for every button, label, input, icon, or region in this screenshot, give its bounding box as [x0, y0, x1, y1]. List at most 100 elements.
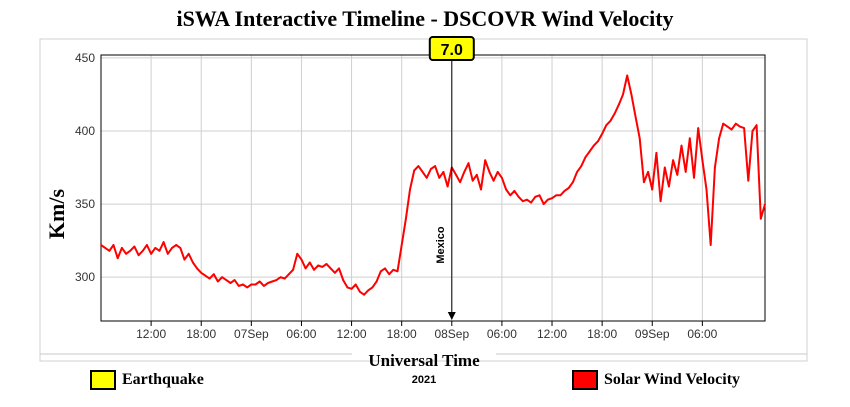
data-point — [501, 176, 503, 179]
data-point — [288, 273, 290, 276]
data-point — [755, 124, 758, 127]
data-point — [392, 268, 395, 271]
data-point — [350, 287, 353, 290]
data-point — [192, 261, 194, 264]
legend-label-earthquake: Earthquake — [122, 371, 204, 388]
data-point — [580, 165, 583, 168]
data-point — [567, 187, 570, 189]
data-point — [346, 286, 349, 289]
outer-panel — [39, 38, 808, 362]
data-point — [187, 252, 190, 255]
data-point — [283, 277, 286, 280]
data-point — [534, 195, 537, 198]
data-point — [112, 244, 115, 246]
data-point — [371, 286, 374, 289]
data-point — [171, 247, 173, 249]
x-tick-label: 18:00 — [387, 327, 417, 341]
x-tick-label: 12:00 — [537, 327, 567, 341]
data-point — [722, 122, 725, 125]
x-tick-label: 06:00 — [286, 327, 316, 341]
data-point — [229, 282, 232, 284]
data-point — [759, 217, 762, 220]
data-point — [121, 247, 123, 249]
data-point — [129, 249, 132, 252]
data-point — [739, 125, 741, 128]
data-point — [701, 159, 704, 162]
data-point — [334, 271, 336, 274]
data-point — [630, 93, 633, 96]
data-point — [643, 181, 645, 184]
data-point — [538, 194, 541, 197]
data-point — [258, 280, 261, 283]
data-point — [421, 171, 424, 173]
data-point — [480, 188, 482, 191]
data-point — [413, 169, 416, 172]
data-point — [530, 201, 532, 204]
data-point — [250, 283, 253, 286]
data-point — [492, 179, 495, 182]
y-tick-label: 350 — [75, 197, 95, 211]
x-axis-year: 2021 — [412, 374, 436, 386]
x-tick-label: 07Sep — [234, 327, 269, 341]
data-point — [254, 283, 257, 286]
data-point — [237, 285, 240, 287]
data-point — [292, 268, 294, 271]
axis-layer: 300 350 400 450 12:00 18:00 07Sep 06:00 12:00 18:… — [75, 51, 718, 341]
x-tick-label: 08Sep — [434, 327, 469, 341]
data-point — [634, 115, 637, 118]
data-point — [217, 280, 219, 283]
data-point — [183, 258, 186, 261]
grid-layer — [101, 55, 765, 321]
data-point — [225, 279, 228, 281]
data-point — [526, 198, 528, 201]
data-point — [613, 112, 616, 115]
data-point — [609, 119, 612, 122]
data-point — [601, 133, 603, 135]
data-point — [175, 244, 178, 246]
data-point — [400, 244, 403, 246]
data-point — [693, 176, 695, 179]
data-point — [271, 280, 274, 283]
data-point — [162, 241, 165, 244]
data-point — [455, 173, 457, 176]
data-point — [425, 176, 428, 179]
data-point — [471, 179, 474, 182]
data-point — [576, 171, 578, 173]
x-tick-label: 06:00 — [687, 327, 717, 341]
data-point — [442, 171, 445, 173]
data-point — [321, 266, 324, 268]
data-point — [354, 283, 357, 286]
legend-swatch-solar-wind — [572, 370, 598, 390]
earthquake-location-label: Mexico — [435, 226, 447, 264]
earthquake-magnitude: 7.0 — [441, 42, 463, 59]
x-tick-label: 18:00 — [587, 327, 617, 341]
data-point — [505, 188, 507, 191]
data-point — [158, 249, 161, 252]
data-point — [688, 137, 691, 140]
data-point — [233, 279, 236, 281]
data-point — [459, 181, 461, 184]
x-tick-label: 06:00 — [487, 327, 517, 341]
data-point — [196, 267, 199, 270]
data-point — [338, 267, 340, 270]
y-tick-label: 450 — [75, 51, 95, 65]
data-point — [680, 144, 683, 147]
data-point — [488, 171, 491, 173]
data-point — [434, 165, 436, 168]
data-point — [709, 244, 712, 246]
data-point — [179, 247, 182, 249]
x-tick-label: 09Sep — [635, 327, 670, 341]
data-point — [726, 125, 729, 128]
data-point — [668, 185, 670, 188]
data-point — [705, 188, 708, 191]
data-point — [592, 144, 595, 147]
data-point — [588, 150, 591, 153]
data-point — [379, 270, 382, 273]
data-point — [125, 252, 127, 255]
data-point — [267, 282, 269, 284]
data-point — [279, 276, 282, 279]
data-point — [751, 130, 754, 132]
data-point — [559, 194, 562, 197]
data-point — [221, 276, 224, 279]
x-tick-label: 18:00 — [186, 327, 216, 341]
